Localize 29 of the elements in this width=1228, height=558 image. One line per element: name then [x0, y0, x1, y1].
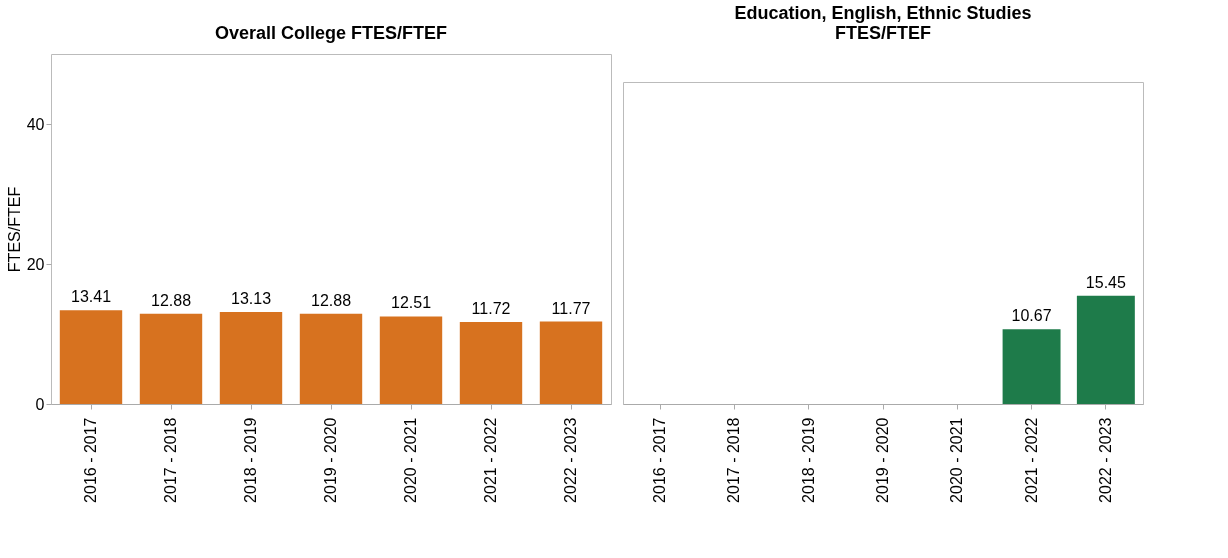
- y-tick-label: 40: [26, 115, 45, 133]
- data-label: 13.13: [230, 290, 272, 308]
- data-label: 12.88: [310, 291, 352, 309]
- x-tick-label: 2022 - 2023: [562, 417, 579, 503]
- y-tick-label: 0: [35, 395, 45, 413]
- data-label: 11.77: [551, 299, 591, 317]
- x-tick-label: 2016 - 2017: [651, 417, 669, 503]
- x-tick-label: 2020 - 2021: [402, 417, 419, 503]
- data-label: 10.67: [1011, 307, 1052, 325]
- x-tick-label: 2021 - 2022: [1022, 417, 1040, 503]
- data-label: 13.41: [70, 288, 112, 306]
- data-label: 12.88: [150, 291, 192, 309]
- x-tick-label: 2018 - 2019: [242, 417, 259, 503]
- x-tick-label: 2019 - 2020: [874, 417, 891, 503]
- x-tick-label: 2020 - 2021: [948, 417, 966, 503]
- data-label: 11.72: [471, 299, 511, 317]
- data-label: 15.45: [1085, 273, 1126, 291]
- x-tick-label: 2022 - 2023: [1096, 417, 1114, 503]
- x-tick-label: 2017 - 2018: [725, 417, 743, 503]
- chart-title: Overall College FTES/FTEF: [214, 23, 448, 44]
- x-tick-label: 2021 - 2022: [482, 417, 499, 503]
- y-tick-label: 20: [26, 255, 45, 273]
- x-tick-label: 2017 - 2018: [162, 417, 179, 503]
- data-label: 12.51: [390, 294, 432, 312]
- x-tick-label: 2016 - 2017: [82, 417, 99, 503]
- chart-title: Education, English, Ethnic Studies FTES/FTEF: [734, 3, 1032, 44]
- y-axis-title: FTES/FTEF: [5, 186, 23, 273]
- x-tick-label: 2018 - 2019: [799, 417, 817, 503]
- x-tick-label: 2019 - 2020: [322, 417, 339, 503]
